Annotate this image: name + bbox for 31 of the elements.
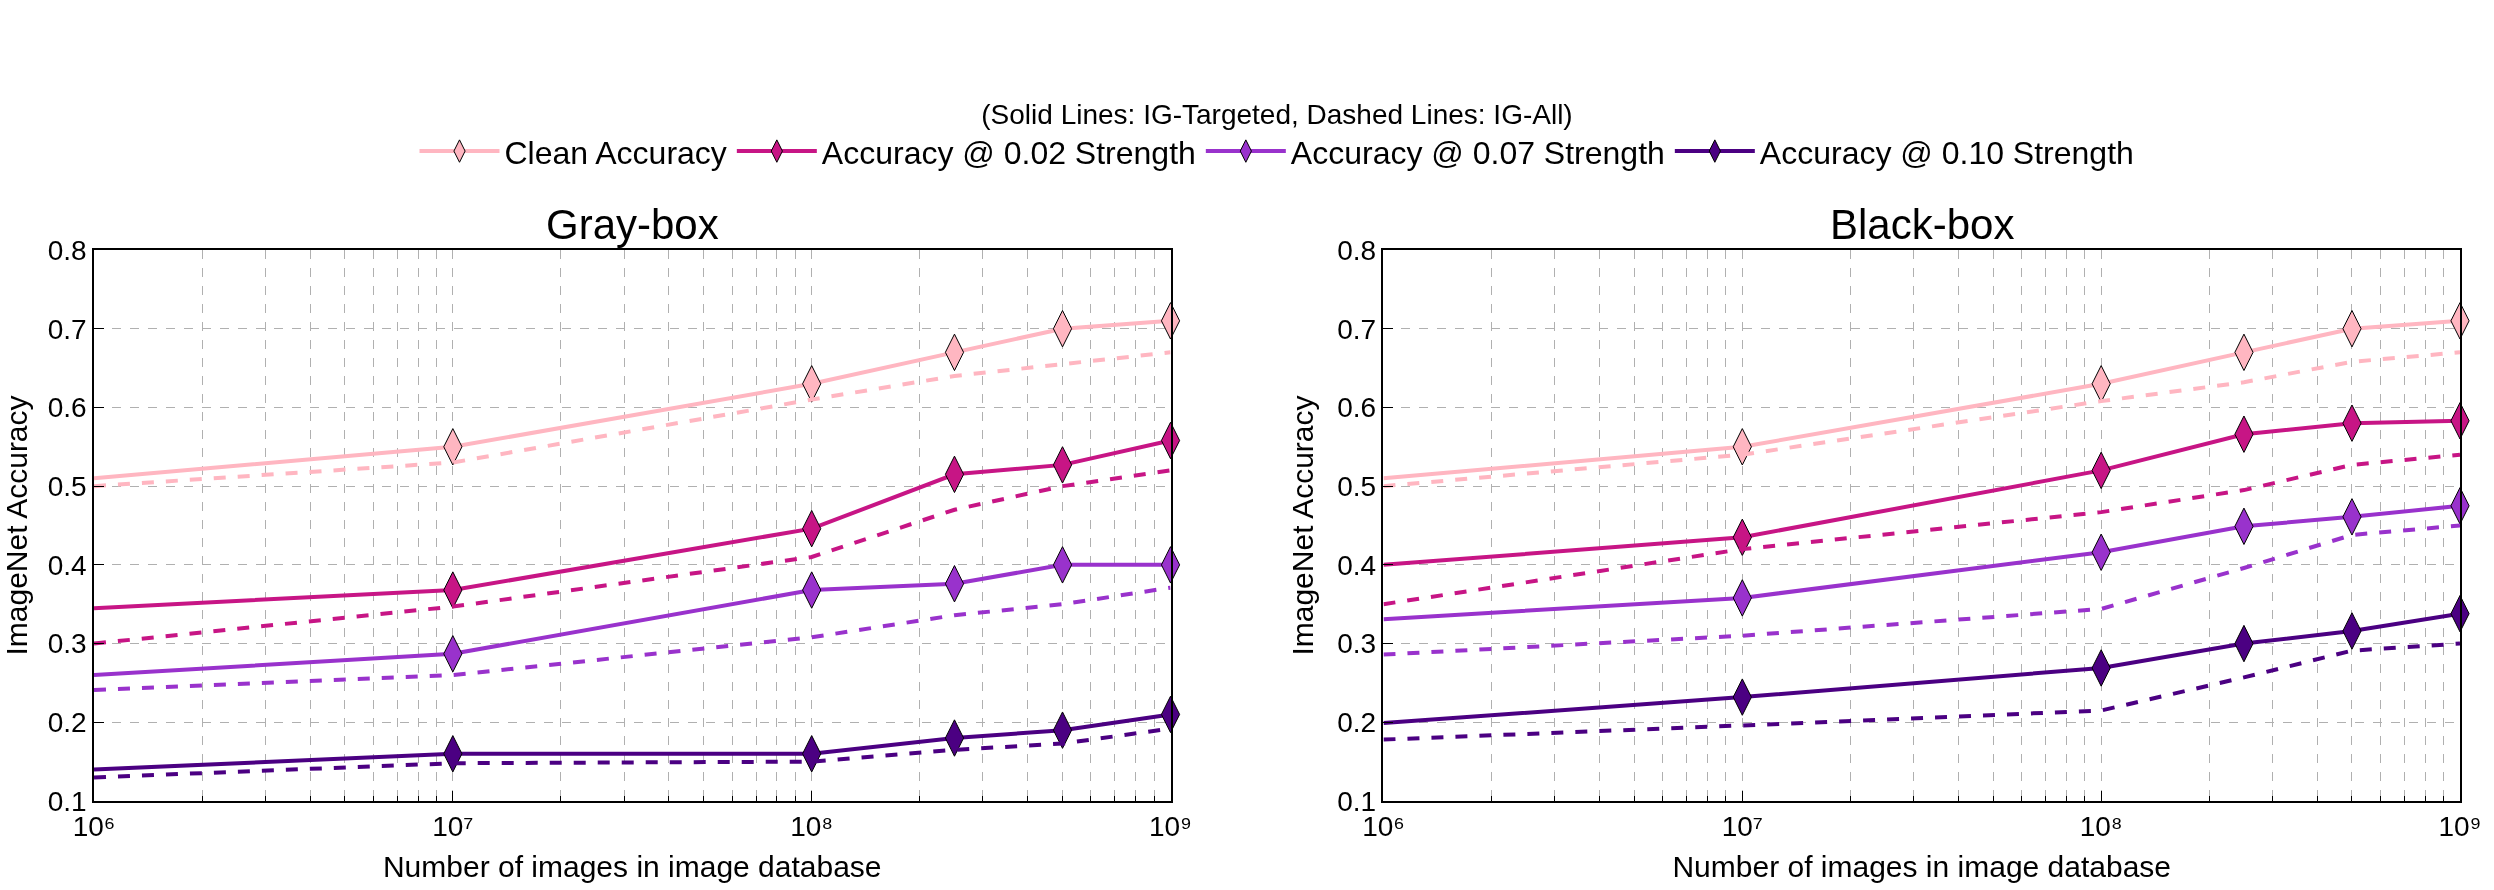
x-tick-label: 10⁷ bbox=[432, 811, 474, 843]
legend-label: Accuracy @ 0.10 Strength bbox=[1759, 134, 2134, 171]
legend-label: Accuracy @ 0.07 Strength bbox=[1290, 134, 1665, 171]
legend-label: Clean Accuracy bbox=[504, 134, 727, 171]
x-tick-label: 10⁹ bbox=[1148, 811, 1193, 843]
y-tick-label: 0.6 bbox=[1337, 392, 1377, 424]
y-tick-label: 0.8 bbox=[1337, 234, 1377, 266]
x-tick-label: 10⁸ bbox=[2079, 811, 2123, 843]
y-tick-label: 0.2 bbox=[47, 707, 87, 739]
x-axis-title: Number of images in image database bbox=[1672, 850, 2172, 884]
y-axis-title: ImageNet Accuracy bbox=[0, 395, 33, 656]
legend-label: Accuracy @ 0.02 Strength bbox=[821, 134, 1196, 171]
x-tick-label: 10⁹ bbox=[2438, 811, 2482, 843]
y-tick-label: 0.7 bbox=[1337, 313, 1377, 345]
y-tick-label: 0.4 bbox=[1337, 549, 1377, 581]
y-tick-label: 0.6 bbox=[47, 392, 87, 424]
x-axis-title: Number of images in image database bbox=[382, 850, 882, 884]
y-tick-label: 0.3 bbox=[1337, 628, 1377, 660]
y-axis-title: ImageNet Accuracy bbox=[1285, 395, 1319, 656]
x-tick-label: 10⁷ bbox=[1721, 811, 1763, 843]
y-tick-label: 0.8 bbox=[47, 234, 87, 266]
chart-title: Black-box bbox=[1830, 201, 2015, 248]
y-tick-label: 0.5 bbox=[47, 470, 87, 502]
x-tick-label: 10⁸ bbox=[790, 811, 834, 843]
chart-title: Gray-box bbox=[546, 201, 719, 248]
y-tick-label: 0.2 bbox=[1337, 707, 1377, 739]
y-tick-label: 0.7 bbox=[47, 313, 87, 345]
legend-title: (Solid Lines: IG-Targeted, Dashed Lines: IG-All) bbox=[981, 98, 1573, 130]
y-tick-label: 0.5 bbox=[1337, 470, 1377, 502]
y-tick-label: 0.4 bbox=[47, 549, 87, 581]
y-tick-label: 0.3 bbox=[47, 628, 87, 660]
